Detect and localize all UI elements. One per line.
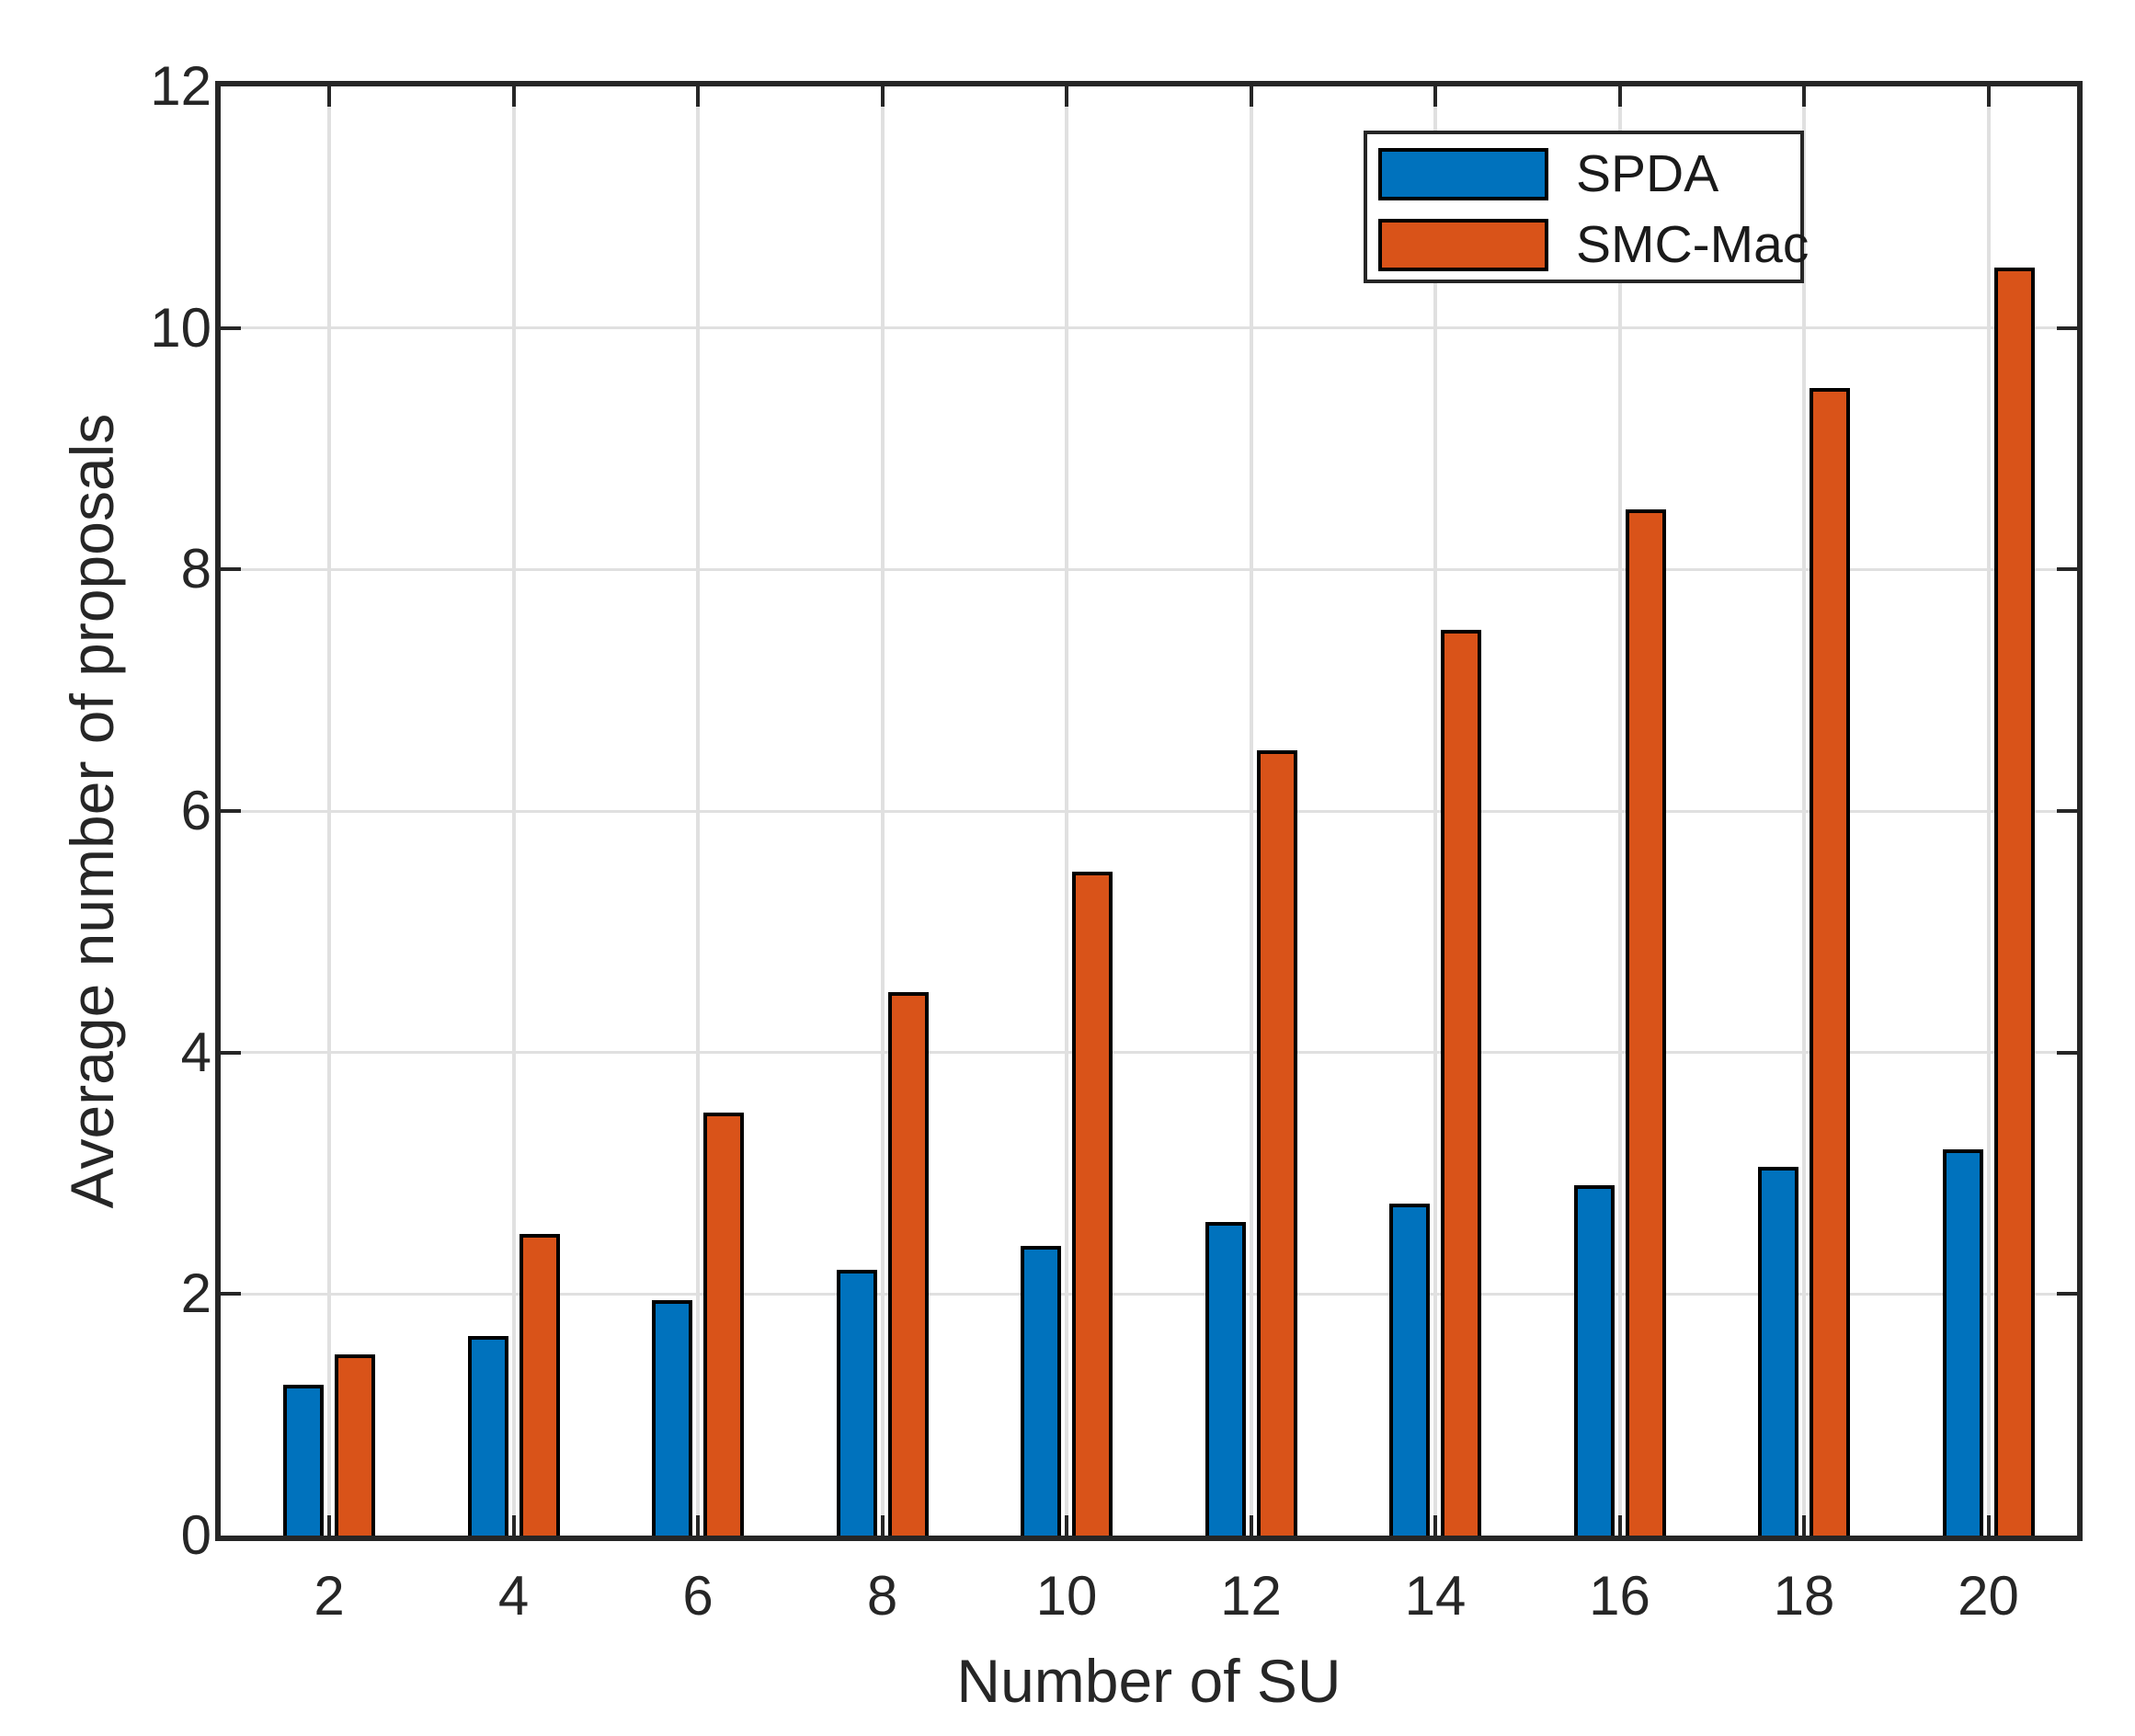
y-tick-right-6 [2057, 809, 2077, 813]
y-tick-right-4 [2057, 1050, 2077, 1055]
x-tick-top-20 [1986, 86, 1991, 107]
x-tick-top-6 [696, 86, 700, 107]
x-tick-bottom-2 [327, 1515, 331, 1536]
bar-smc-mac-8 [887, 992, 929, 1536]
v-gridline-18 [1802, 86, 1806, 1536]
bar-spda-6 [652, 1300, 692, 1536]
x-tick-label-20: 20 [1958, 1565, 2019, 1627]
bar-smc-mac-2 [335, 1354, 375, 1536]
x-tick-top-8 [880, 86, 885, 107]
x-tick-top-2 [327, 86, 331, 107]
v-gridline-8 [880, 86, 885, 1536]
x-tick-bottom-6 [696, 1515, 700, 1536]
x-tick-top-12 [1249, 86, 1253, 107]
v-gridline-20 [1986, 86, 1991, 1536]
y-tick-right-10 [2057, 326, 2077, 330]
x-tick-label-12: 12 [1220, 1565, 1282, 1627]
bar-spda-2 [283, 1385, 324, 1536]
bar-spda-4 [467, 1336, 508, 1536]
y-tick-right-8 [2057, 567, 2077, 572]
v-gridline-14 [1433, 86, 1437, 1536]
x-tick-bottom-12 [1249, 1515, 1253, 1536]
y-tick-label-8: 8 [180, 538, 211, 600]
x-tick-bottom-8 [880, 1515, 885, 1536]
bar-spda-20 [1942, 1149, 1983, 1536]
legend-label-smc-mac: SMC-Mac [1576, 215, 1810, 274]
legend-label-spda: SPDA [1576, 144, 1719, 203]
legend-item-smc-mac: SMC-Mac [1378, 215, 1810, 274]
plot-area [215, 81, 2083, 1541]
y-tick-label-0: 0 [180, 1504, 211, 1566]
bar-spda-18 [1758, 1167, 1798, 1536]
x-tick-label-16: 16 [1589, 1565, 1650, 1627]
bar-smc-mac-4 [519, 1234, 560, 1536]
v-gridline-6 [696, 86, 700, 1536]
x-tick-label-6: 6 [682, 1565, 714, 1627]
x-tick-label-4: 4 [497, 1565, 530, 1627]
x-tick-bottom-18 [1802, 1515, 1806, 1536]
y-tick-left-2 [221, 1292, 241, 1296]
x-tick-top-10 [1065, 86, 1068, 107]
bar-spda-16 [1573, 1185, 1615, 1536]
h-gridline-10 [221, 326, 2077, 330]
y-tick-label-12: 12 [150, 55, 211, 117]
x-tick-bottom-14 [1433, 1515, 1437, 1536]
bar-smc-mac-20 [1993, 268, 2035, 1536]
h-gridline-6 [221, 809, 2077, 813]
y-tick-label-4: 4 [180, 1021, 211, 1083]
y-tick-label-6: 6 [180, 780, 211, 841]
x-tick-top-14 [1433, 86, 1437, 107]
h-gridline-4 [221, 1051, 2077, 1055]
y-tick-left-8 [221, 567, 241, 572]
y-tick-left-10 [221, 326, 241, 330]
bar-spda-8 [836, 1270, 877, 1536]
bar-smc-mac-6 [703, 1113, 744, 1536]
x-tick-label-10: 10 [1035, 1565, 1098, 1627]
bar-spda-10 [1021, 1246, 1061, 1536]
y-tick-left-4 [221, 1050, 241, 1055]
h-gridline-2 [221, 1292, 2077, 1296]
bar-smc-mac-10 [1072, 872, 1113, 1536]
legend-swatch-spda [1378, 147, 1548, 200]
x-tick-label-14: 14 [1404, 1565, 1467, 1627]
h-gridline-8 [221, 567, 2077, 571]
x-tick-label-2: 2 [314, 1565, 345, 1627]
v-gridline-16 [1617, 86, 1622, 1536]
v-gridline-10 [1065, 86, 1068, 1536]
x-axis-title: Number of SU [956, 1647, 1342, 1715]
bar-smc-mac-18 [1810, 388, 1850, 1536]
legend-swatch-smc-mac [1378, 218, 1548, 271]
y-tick-label-2: 2 [180, 1262, 211, 1325]
bar-smc-mac-14 [1441, 630, 1481, 1536]
v-gridline-12 [1249, 86, 1253, 1536]
x-tick-bottom-10 [1065, 1515, 1068, 1536]
x-tick-bottom-4 [511, 1515, 516, 1536]
y-tick-right-2 [2057, 1292, 2077, 1296]
x-tick-bottom-16 [1617, 1515, 1622, 1536]
x-tick-label-8: 8 [866, 1565, 898, 1627]
v-gridline-2 [327, 86, 331, 1536]
legend: SPDA SMC-Mac [1364, 131, 1809, 283]
legend-item-spda: SPDA [1378, 144, 1719, 203]
bar-spda-14 [1389, 1204, 1430, 1536]
bar-smc-mac-12 [1256, 750, 1297, 1536]
v-gridline-4 [511, 86, 516, 1536]
x-tick-label-18: 18 [1773, 1565, 1835, 1627]
x-tick-top-18 [1802, 86, 1806, 107]
y-tick-left-6 [221, 809, 241, 813]
x-tick-bottom-20 [1986, 1515, 1991, 1536]
x-tick-top-4 [511, 86, 516, 107]
bar-spda-12 [1205, 1222, 1246, 1536]
bar-smc-mac-16 [1625, 509, 1666, 1536]
y-tick-label-10: 10 [150, 296, 211, 359]
x-tick-top-16 [1617, 86, 1622, 107]
